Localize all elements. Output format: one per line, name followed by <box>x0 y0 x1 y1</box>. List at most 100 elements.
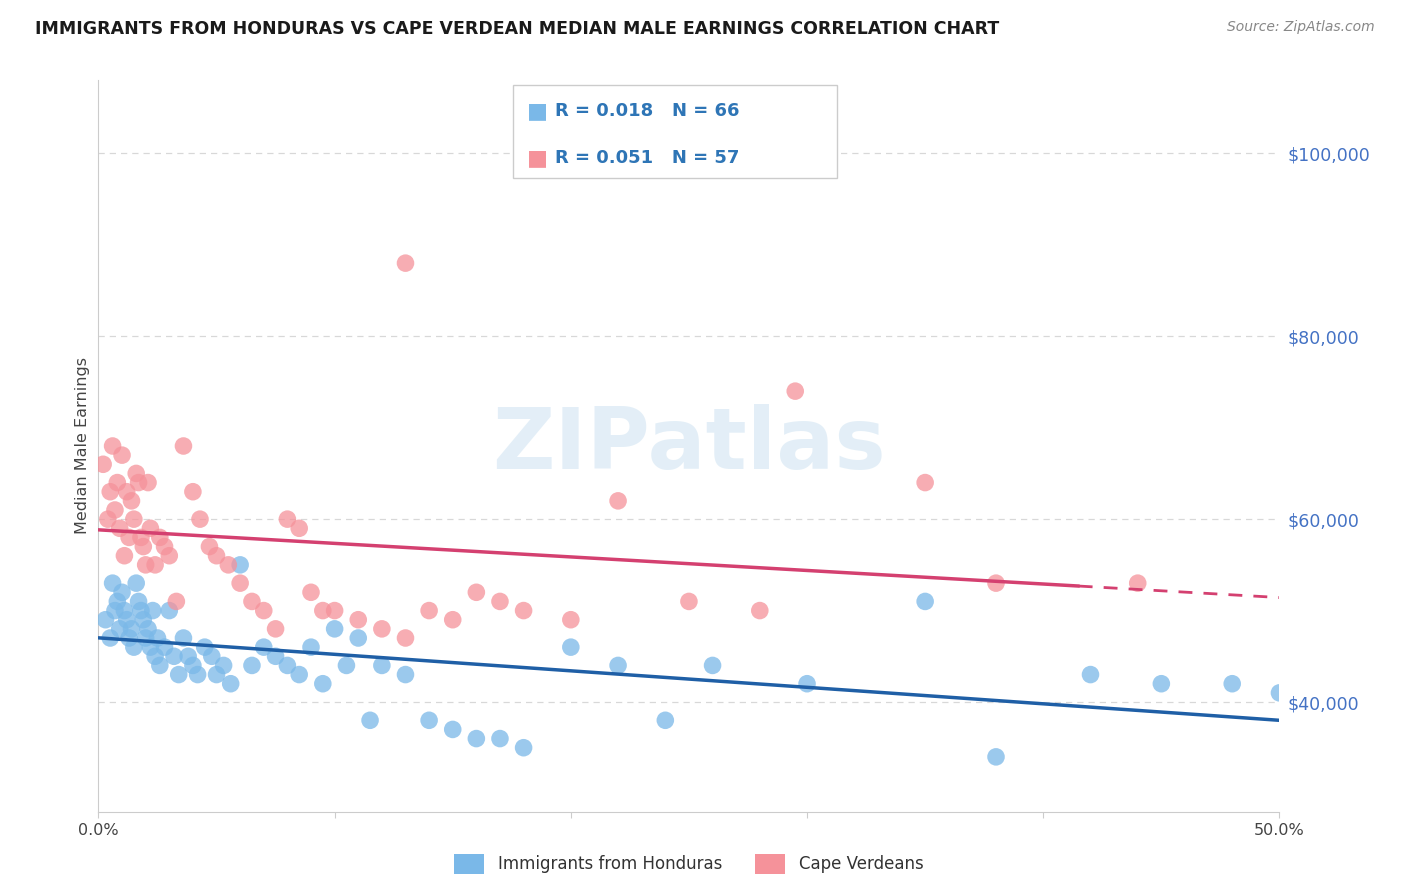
Point <box>394 256 416 270</box>
Point <box>560 640 582 655</box>
Point <box>112 549 135 563</box>
Point <box>441 613 464 627</box>
Point <box>198 540 221 554</box>
Point <box>121 494 143 508</box>
Point <box>188 512 211 526</box>
Point <box>122 640 145 655</box>
Point <box>125 467 148 481</box>
Point <box>288 667 311 681</box>
Point <box>312 676 335 690</box>
Point <box>264 622 287 636</box>
Text: R = 0.051   N = 57: R = 0.051 N = 57 <box>555 149 740 167</box>
Point <box>94 613 117 627</box>
Point <box>181 484 204 499</box>
Point <box>142 604 165 618</box>
Point <box>132 613 155 627</box>
Point <box>914 475 936 490</box>
Point <box>118 631 141 645</box>
Point <box>748 604 770 618</box>
Point <box>112 604 135 618</box>
Point <box>97 512 120 526</box>
Point <box>264 649 287 664</box>
Text: Source: ZipAtlas.com: Source: ZipAtlas.com <box>1227 20 1375 34</box>
Point <box>108 622 131 636</box>
Point <box>115 613 138 627</box>
Point <box>299 640 322 655</box>
Point <box>136 622 159 636</box>
Point <box>371 658 394 673</box>
Point <box>1220 676 1243 690</box>
Point <box>796 676 818 690</box>
Point <box>167 667 190 681</box>
Point <box>219 676 242 690</box>
Point <box>194 640 217 655</box>
Point <box>104 604 127 618</box>
Point <box>418 604 440 618</box>
Point <box>465 585 488 599</box>
Point <box>512 740 534 755</box>
Point <box>560 613 582 627</box>
Point <box>125 576 148 591</box>
Point <box>105 475 128 490</box>
Point <box>121 622 143 636</box>
Point <box>205 549 228 563</box>
Point <box>172 439 194 453</box>
Point <box>253 640 276 655</box>
Point <box>128 475 150 490</box>
Point <box>157 604 180 618</box>
Point <box>153 540 176 554</box>
Point <box>1080 667 1102 681</box>
Point <box>465 731 488 746</box>
Point <box>118 530 141 544</box>
Point <box>347 631 370 645</box>
Point <box>489 594 512 608</box>
Point <box>335 658 357 673</box>
Point <box>153 640 176 655</box>
Point <box>172 631 194 645</box>
Point <box>253 604 276 618</box>
Point <box>212 658 235 673</box>
Point <box>512 604 534 618</box>
Point <box>129 604 152 618</box>
Point <box>111 448 134 462</box>
Point <box>187 667 209 681</box>
Point <box>201 649 224 664</box>
Point <box>276 512 298 526</box>
Point <box>177 649 200 664</box>
Point <box>163 649 186 664</box>
Point <box>607 658 630 673</box>
Point <box>101 576 124 591</box>
Point <box>205 667 228 681</box>
Point <box>139 521 162 535</box>
Point <box>441 723 464 737</box>
Point <box>135 558 157 572</box>
Point <box>489 731 512 746</box>
Point <box>132 540 155 554</box>
Point <box>702 658 724 673</box>
Point <box>1150 676 1173 690</box>
Point <box>101 439 124 453</box>
Point <box>105 594 128 608</box>
Point <box>359 714 381 728</box>
Point <box>914 594 936 608</box>
Point <box>678 594 700 608</box>
Point <box>785 384 807 399</box>
Point <box>146 631 169 645</box>
Point <box>165 594 187 608</box>
Point <box>394 667 416 681</box>
Text: ■: ■ <box>527 101 548 121</box>
Point <box>98 631 121 645</box>
Point <box>1126 576 1149 591</box>
Point <box>323 604 346 618</box>
Point <box>1268 686 1291 700</box>
Point <box>157 549 180 563</box>
Point <box>394 631 416 645</box>
Point <box>276 658 298 673</box>
Point <box>115 484 138 499</box>
Point <box>128 594 150 608</box>
Point <box>135 631 157 645</box>
Point <box>299 585 322 599</box>
Point <box>129 530 152 544</box>
Point <box>607 494 630 508</box>
Point <box>288 521 311 535</box>
